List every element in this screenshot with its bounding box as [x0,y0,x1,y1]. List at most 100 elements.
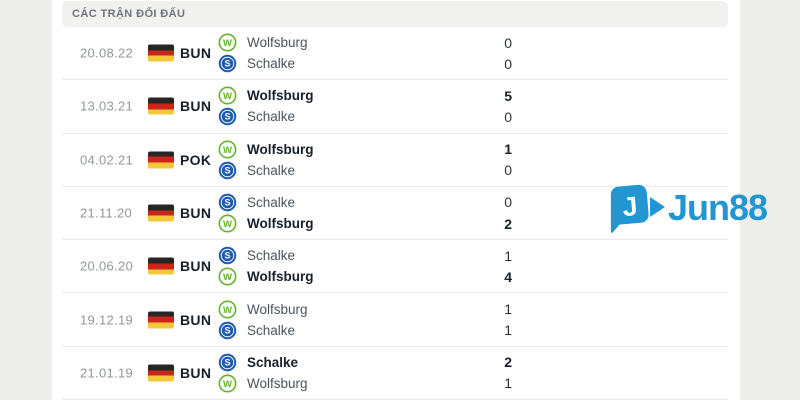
league-code: BUN [180,205,212,222]
league-code: BUN [180,364,212,381]
schalke-logo-icon: S [218,321,237,340]
match-date: 21.11.20 [80,205,133,221]
team-name: Schalke [247,322,296,338]
league-code: POK [180,151,212,168]
team-score: 0 [504,108,512,125]
team-name: Wolfsburg [247,88,314,104]
flag-stripe-black [148,204,174,211]
team-score: 0 [504,34,512,51]
h2h-section-title: CÁC TRẬN ĐỐI ĐẤU [72,8,186,20]
league-code: BUN [180,45,212,62]
team-name: Schalke [247,194,296,210]
flag-stripe-red [148,156,174,163]
flag-stripe-red [148,103,174,110]
teams-block: W Wolfsburg 1 S Schalke 1 [218,293,512,345]
jun88-watermark: J Jun88 [604,183,768,233]
h2h-section-header: CÁC TRẬN ĐỐI ĐẤU [62,1,728,27]
team-line: S Schalke 0 [218,54,512,73]
flag-stripe-gold [148,215,174,222]
flag-stripe-red [148,370,174,376]
svg-text:J: J [621,191,639,222]
team-name: Schalke [247,109,296,125]
team-name: Schalke [247,248,296,264]
match-date: 13.03.21 [80,98,134,114]
team-line: W Wolfsburg 4 [218,267,512,286]
flag-stripe-gold [148,109,174,115]
team-name: Wolfsburg [247,141,314,157]
match-date: 20.08.22 [80,45,134,61]
jun88-wordmark: Jun88 [668,187,768,228]
schalke-logo-icon: S [218,353,237,372]
team-line: W Wolfsburg 5 [218,86,512,105]
team-name: Wolfsburg [247,35,308,51]
league-code: BUN [180,311,212,328]
wolfsburg-logo-icon: W [218,214,237,233]
schalke-logo-icon: S [218,107,237,126]
match-row: 04.02.21 POK W Wolfsburg 1 S Schalke 0 [62,134,728,187]
flag-stripe-black [148,311,174,317]
schalke-logo-icon: S [218,161,237,180]
svg-text:S: S [224,166,230,176]
flag-stripe-gold [148,269,174,275]
flag-stripe-gold [148,322,174,329]
h2h-table: CÁC TRẬN ĐỐI ĐẤU 20.08.22 BUN W Wolfsbur… [62,0,728,400]
team-score: 2 [504,215,512,232]
schalke-logo-icon: S [218,54,237,73]
match-date: 19.12.19 [80,312,134,328]
germany-flag-icon [148,44,174,62]
flag-stripe-black [148,151,174,157]
schalke-logo-icon: S [218,193,237,212]
germany-flag-icon [148,311,174,329]
germany-flag-icon [148,97,174,115]
team-score: 4 [504,268,512,285]
team-name: Schalke [247,56,296,72]
wolfsburg-logo-icon: W [218,33,237,52]
team-line: W Wolfsburg 2 [218,214,512,233]
teams-block: S Schalke 1 W Wolfsburg 4 [218,240,512,292]
jun88-logo-icon: J [604,183,666,233]
teams-block: W Wolfsburg 1 S Schalke 0 [218,134,512,186]
league-code: BUN [180,98,212,115]
match-date: 20.06.20 [80,258,134,274]
flag-stripe-black [148,364,174,371]
wolfsburg-logo-icon: W [218,300,237,319]
svg-text:S: S [224,251,230,261]
svg-text:W: W [223,219,232,230]
h2h-table-body: 20.08.22 BUN W Wolfsburg 0 S Schalke 0 1… [62,27,728,400]
wolfsburg-logo-icon: W [218,86,237,105]
germany-flag-icon [148,257,174,275]
team-name: Wolfsburg [247,216,314,232]
svg-text:W: W [223,379,232,390]
team-name: Schalke [247,354,299,370]
svg-text:W: W [223,272,232,283]
flag-stripe-black [148,97,174,104]
flag-stripe-gold [148,375,174,382]
germany-flag-icon [148,204,174,222]
wolfsburg-logo-icon: W [218,374,237,393]
flag-stripe-red [148,210,174,216]
flag-stripe-red [148,316,174,323]
team-name: Wolfsburg [247,301,308,317]
flag-stripe-red [148,263,174,270]
team-score: 0 [504,194,512,211]
germany-flag-icon [148,151,174,169]
flag-stripe-black [148,44,174,51]
teams-block: W Wolfsburg 0 S Schalke 0 [218,27,512,79]
schalke-logo-icon: S [218,246,237,265]
team-line: S Schalke 0 [218,193,512,212]
team-line: S Schalke 0 [218,161,512,180]
match-row: 13.03.21 BUN W Wolfsburg 5 S Schalke 0 [62,80,728,134]
teams-block: W Wolfsburg 5 S Schalke 0 [218,80,512,132]
team-line: W Wolfsburg 1 [218,140,512,159]
team-score: 1 [504,375,512,392]
team-line: S Schalke 0 [218,107,512,126]
germany-flag-icon [148,364,174,382]
team-score: 1 [504,322,512,339]
team-score: 0 [504,162,512,179]
svg-text:W: W [223,145,232,156]
league-code: BUN [180,258,212,275]
wolfsburg-logo-icon: W [218,267,237,286]
match-row: 20.06.20 BUN S Schalke 1 W Wolfsburg 4 [62,240,728,294]
team-name: Wolfsburg [247,269,314,285]
svg-text:S: S [224,198,230,208]
